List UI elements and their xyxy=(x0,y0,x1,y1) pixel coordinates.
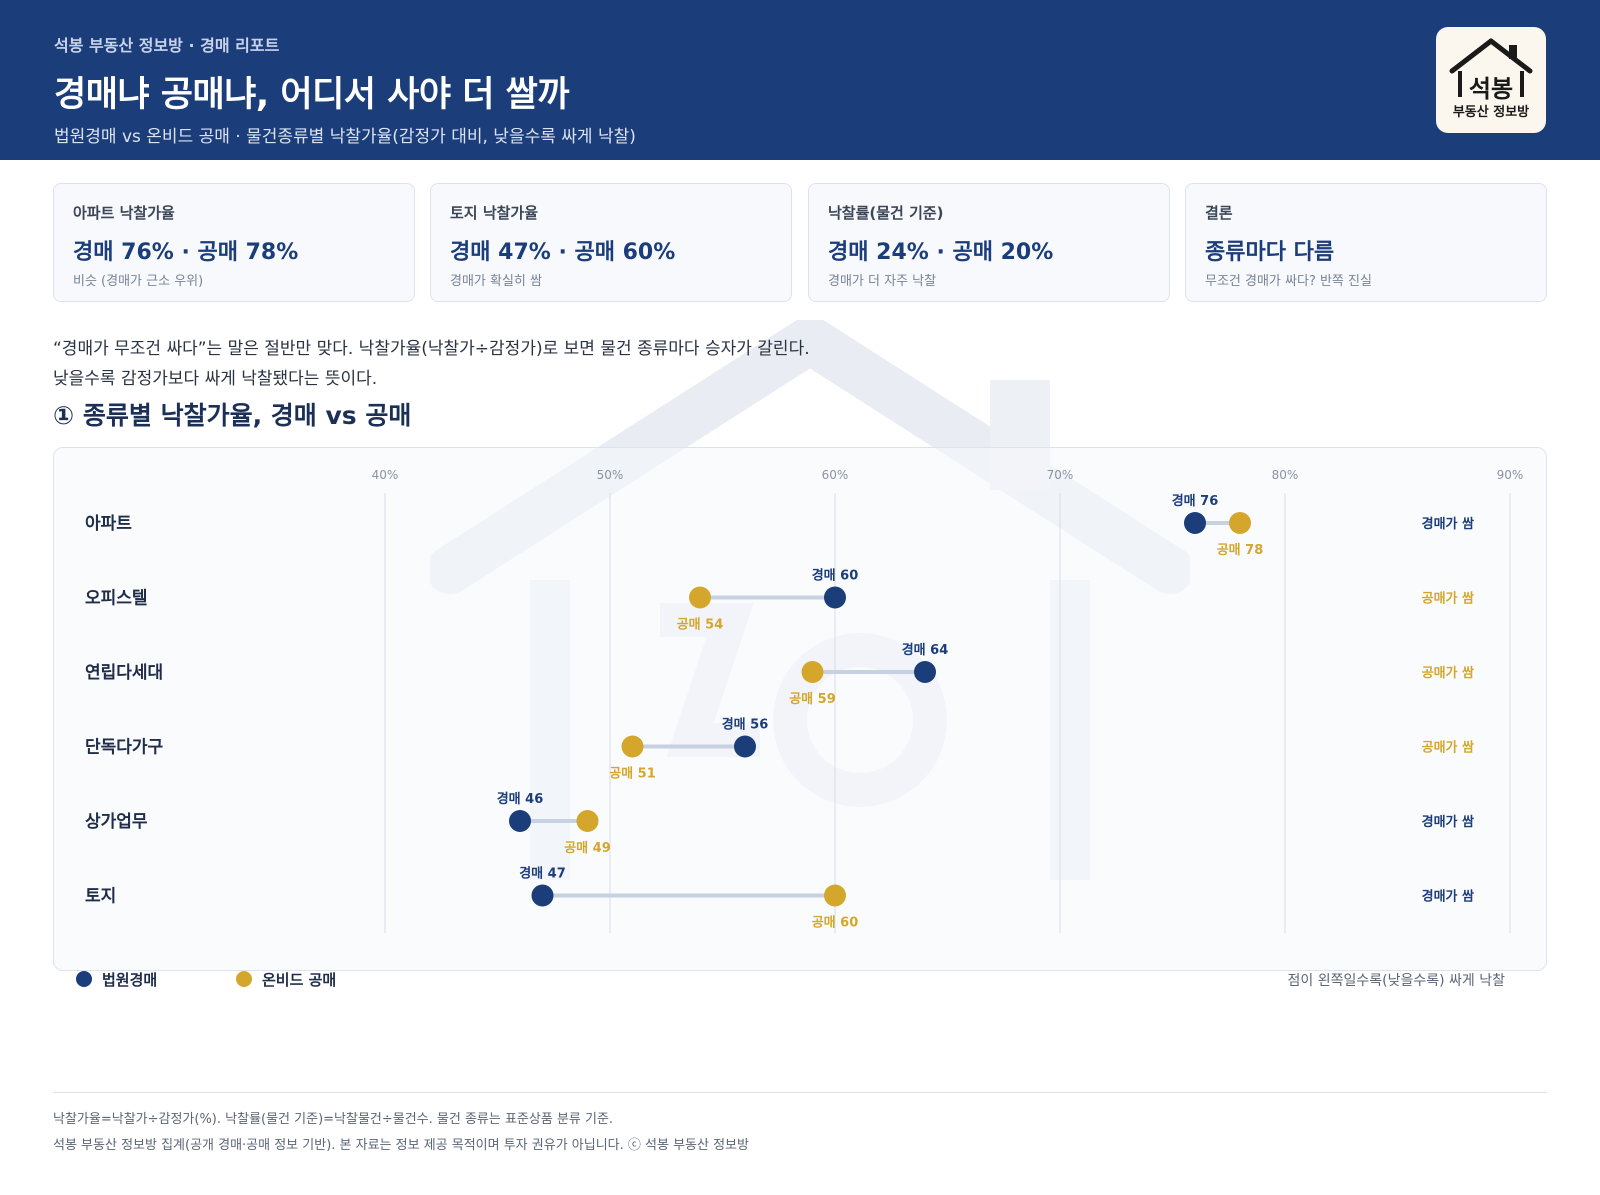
row-verdict: 경매가 쌈 xyxy=(1422,889,1474,905)
house-roof-icon xyxy=(1449,38,1533,97)
header: 석봉 부동산 정보방 · 경매 리포트 경매냐 공매냐, 어디서 사야 더 쌀까… xyxy=(0,0,1600,160)
card-note: 무조건 경매가 싸다? 반쪽 진실 xyxy=(1205,274,1372,289)
x-tick-label: 60% xyxy=(822,468,849,482)
public-sale-point xyxy=(1229,512,1251,534)
row-verdict: 경매가 쌈 xyxy=(1422,516,1474,532)
category-label: 단독다가구 xyxy=(85,738,164,758)
row-verdict: 공매가 쌈 xyxy=(1422,665,1474,681)
chart-note: 점이 왼쪽일수록(낮을수록) 싸게 낙찰 xyxy=(1287,973,1505,989)
auction-data-label: 경매 60 xyxy=(812,568,859,584)
public-sale-data-label: 공매 59 xyxy=(789,692,836,707)
public-sale-data-label: 공매 60 xyxy=(812,916,859,931)
card-value: 경매 24% · 공매 20% xyxy=(828,240,1054,265)
auction-data-label: 경매 76 xyxy=(1172,493,1219,509)
auction-data-label: 경매 46 xyxy=(497,791,544,807)
card-note: 경매가 확실히 쌈 xyxy=(450,274,542,289)
public-sale-data-label: 공매 54 xyxy=(677,618,724,633)
auction-point xyxy=(531,884,554,907)
logo-subtext: 부동산 정보방 xyxy=(1452,105,1530,120)
category-label: 아파트 xyxy=(85,514,132,534)
report-kicker: 석봉 부동산 정보방 · 경매 리포트 xyxy=(54,36,280,55)
logo-wordmark: 석봉 xyxy=(1468,74,1514,103)
summary-card: 결론 종류마다 다름 무조건 경매가 싸다? 반쪽 진실 xyxy=(1185,183,1547,302)
row-verdict: 공매가 쌈 xyxy=(1422,591,1474,607)
summary-card: 아파트 낙찰가율 경매 76% · 공매 78% 비슷 (경매가 근소 우위) xyxy=(53,183,415,302)
auction-data-label: 경매 64 xyxy=(902,642,949,658)
row-verdict: 공매가 쌈 xyxy=(1422,740,1474,756)
footnote: 낙찰가율=낙찰가÷감정가(%). 낙찰률(물건 기준)=낙찰물건÷물건수. 물건… xyxy=(53,1112,614,1127)
summary-cards: 아파트 낙찰가율 경매 76% · 공매 78% 비슷 (경매가 근소 우위) … xyxy=(53,183,1547,302)
public-sale-point xyxy=(801,661,824,683)
auction-point xyxy=(509,810,531,832)
x-tick-label: 50% xyxy=(597,468,624,482)
auction-data-label: 경매 56 xyxy=(722,717,769,733)
x-tick-label: 80% xyxy=(1272,468,1299,482)
public-sale-data-label: 공매 51 xyxy=(609,767,656,782)
legend-label: 법원경매 xyxy=(102,971,158,989)
category-label: 토지 xyxy=(85,887,116,907)
card-note: 경매가 더 자주 낙찰 xyxy=(828,274,937,289)
brand-logo: 석봉 부동산 정보방 xyxy=(1436,27,1546,133)
auction-point xyxy=(1184,512,1206,534)
intro-line: “경매가 무조건 싸다”는 말은 절반만 맞다. 낙찰가율(낙찰가÷감정가)로 … xyxy=(53,339,810,359)
legend-label: 온비드 공매 xyxy=(262,971,337,989)
card-label: 결론 xyxy=(1205,204,1233,222)
intro-text: “경매가 무조건 싸다”는 말은 절반만 맞다. 낙찰가율(낙찰가÷감정가)로 … xyxy=(53,334,810,394)
summary-card: 낙찰률(물건 기준) 경매 24% · 공매 20% 경매가 더 자주 낙찰 xyxy=(808,183,1170,302)
card-value: 종류마다 다름 xyxy=(1205,240,1335,265)
chart-panel: 40% 50% 60% 70% 80% 90% 아파트 경매 76 공매 78 경매가 쌈 오피스텔… xyxy=(53,447,1547,971)
card-label: 아파트 낙찰가율 xyxy=(73,204,175,222)
category-label: 연립다세대 xyxy=(85,663,163,683)
x-tick-label: 70% xyxy=(1047,468,1074,482)
card-value: 경매 47% · 공매 60% xyxy=(450,240,676,265)
card-label: 토지 낙찰가율 xyxy=(450,204,539,222)
public-sale-point xyxy=(621,735,644,758)
footer-divider xyxy=(53,1092,1547,1093)
card-value: 경매 76% · 공매 78% xyxy=(73,240,299,265)
auction-point xyxy=(734,735,756,758)
category-label: 오피스텔 xyxy=(85,589,148,609)
auction-data-label: 경매 47 xyxy=(519,866,566,882)
page-subtitle: 법원경매 vs 온비드 공매 · 물건종류별 낙찰가율(감정가 대비, 낮을수록… xyxy=(54,127,636,147)
legend-marker xyxy=(76,971,92,987)
footnote: 석봉 부동산 정보방 집계(공개 경매·공매 정보 기반). 본 자료는 정보 … xyxy=(53,1138,749,1153)
public-sale-point xyxy=(576,810,599,832)
public-sale-data-label: 공매 78 xyxy=(1217,543,1264,558)
x-tick-label: 90% xyxy=(1497,468,1524,482)
auction-point xyxy=(914,661,936,683)
card-label: 낙찰률(물건 기준) xyxy=(828,204,944,222)
row-verdict: 경매가 쌈 xyxy=(1422,814,1474,830)
card-note: 비슷 (경매가 근소 우위) xyxy=(73,274,204,289)
section-title: ① 종류별 낙찰가율, 경매 vs 공매 xyxy=(53,401,412,430)
page-title: 경매냐 공매냐, 어디서 사야 더 쌀까 xyxy=(54,75,570,115)
summary-card: 토지 낙찰가율 경매 47% · 공매 60% 경매가 확실히 쌈 xyxy=(430,183,792,302)
legend-marker xyxy=(236,971,252,987)
x-tick-label: 40% xyxy=(372,468,399,482)
public-sale-point xyxy=(689,586,711,609)
intro-line: 낮을수록 감정가보다 싸게 낙찰됐다는 뜻이다. xyxy=(53,369,378,389)
public-sale-data-label: 공매 49 xyxy=(564,841,611,856)
category-label: 상가업무 xyxy=(85,812,148,832)
public-sale-point xyxy=(824,884,846,907)
auction-point xyxy=(824,586,846,609)
